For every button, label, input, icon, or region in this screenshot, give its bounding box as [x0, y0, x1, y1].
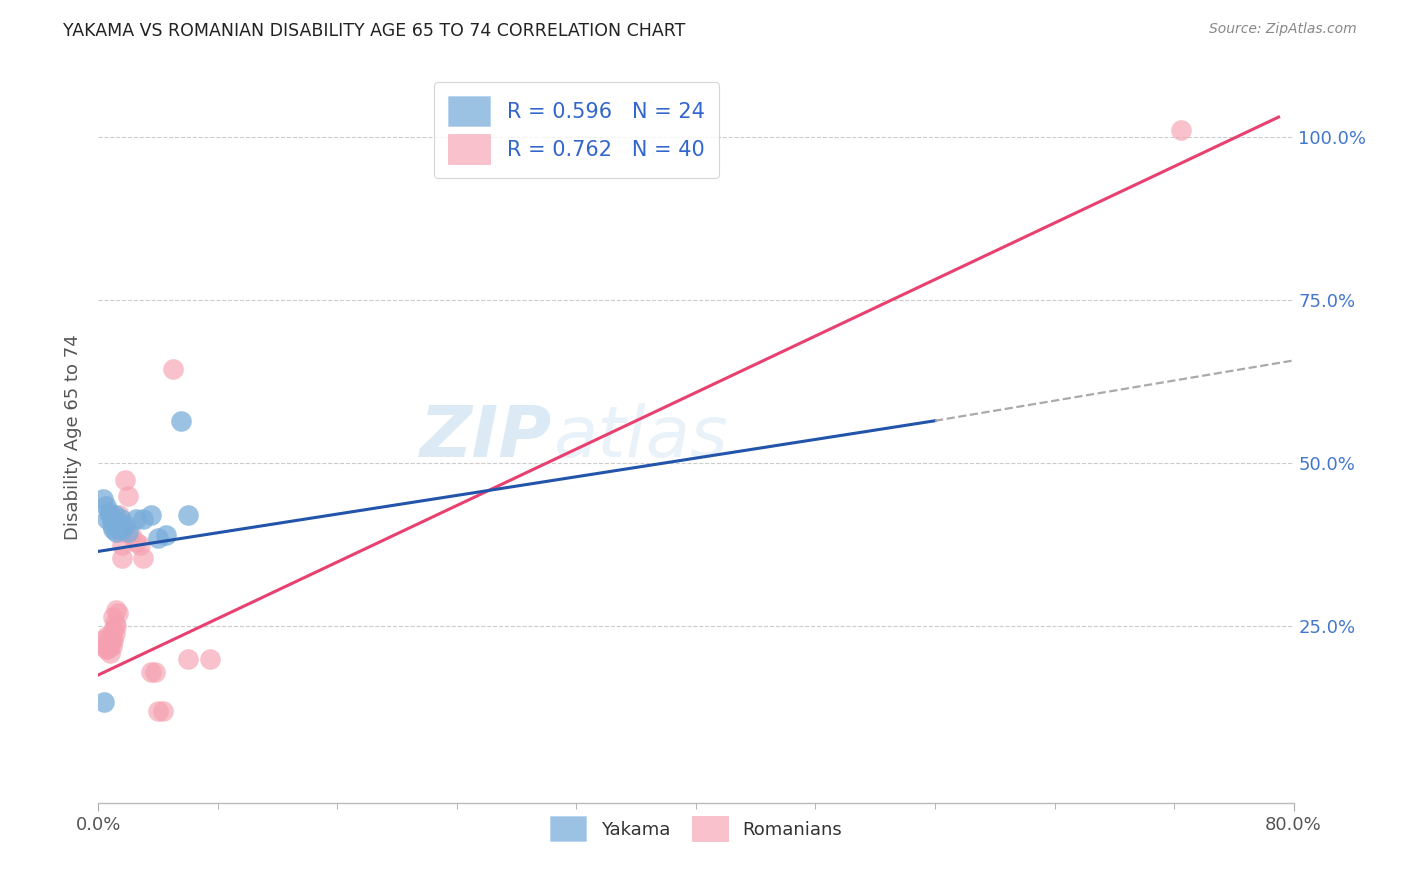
- Legend: Yakama, Romanians: Yakama, Romanians: [538, 805, 853, 852]
- Point: [103, 521, 125, 535]
- Point: [132, 512, 155, 526]
- Point: [177, 652, 200, 666]
- Point: [125, 534, 148, 549]
- Point: [96, 629, 118, 643]
- Point: [103, 623, 125, 637]
- Point: [111, 538, 134, 552]
- Point: [155, 528, 177, 542]
- Point: [96, 512, 118, 526]
- Point: [104, 508, 127, 523]
- Point: [114, 518, 136, 533]
- Point: [98, 639, 122, 653]
- Point: [117, 524, 139, 539]
- Point: [107, 607, 129, 621]
- Point: [111, 521, 134, 535]
- Point: [101, 518, 124, 533]
- Y-axis label: Disability Age 65 to 74: Disability Age 65 to 74: [65, 334, 83, 540]
- Point: [200, 652, 222, 666]
- Point: [177, 508, 200, 523]
- Point: [103, 632, 125, 647]
- Point: [97, 636, 120, 650]
- Point: [169, 414, 191, 428]
- Text: ZIP: ZIP: [420, 402, 553, 472]
- Point: [139, 665, 162, 680]
- Text: atlas: atlas: [553, 402, 727, 472]
- Point: [94, 639, 117, 653]
- Point: [104, 616, 127, 631]
- Point: [94, 642, 117, 657]
- Point: [98, 629, 122, 643]
- Point: [98, 646, 122, 660]
- Point: [96, 639, 118, 653]
- Point: [129, 538, 152, 552]
- Point: [97, 505, 120, 519]
- Point: [94, 499, 117, 513]
- Point: [107, 515, 129, 529]
- Point: [97, 639, 120, 653]
- Point: [1170, 123, 1192, 137]
- Point: [108, 521, 131, 535]
- Point: [117, 489, 139, 503]
- Point: [111, 550, 134, 565]
- Point: [101, 639, 124, 653]
- Point: [98, 508, 122, 523]
- Point: [152, 705, 174, 719]
- Point: [132, 550, 155, 565]
- Point: [148, 531, 170, 545]
- Point: [120, 528, 142, 542]
- Point: [125, 512, 148, 526]
- Point: [91, 632, 114, 647]
- Point: [110, 512, 132, 526]
- Point: [103, 609, 125, 624]
- Point: [101, 632, 124, 647]
- Point: [93, 639, 115, 653]
- Point: [114, 473, 136, 487]
- Point: [108, 508, 131, 523]
- Point: [105, 619, 128, 633]
- Point: [105, 603, 128, 617]
- Text: YAKAMA VS ROMANIAN DISABILITY AGE 65 TO 74 CORRELATION CHART: YAKAMA VS ROMANIAN DISABILITY AGE 65 TO …: [63, 22, 686, 40]
- Text: Source: ZipAtlas.com: Source: ZipAtlas.com: [1209, 22, 1357, 37]
- Point: [93, 695, 115, 709]
- Point: [103, 512, 125, 526]
- Point: [110, 524, 132, 539]
- Point: [96, 642, 118, 657]
- Point: [139, 508, 162, 523]
- Point: [91, 492, 114, 507]
- Point: [143, 665, 166, 680]
- Point: [148, 705, 170, 719]
- Point: [104, 626, 127, 640]
- Point: [105, 524, 128, 539]
- Point: [162, 361, 184, 376]
